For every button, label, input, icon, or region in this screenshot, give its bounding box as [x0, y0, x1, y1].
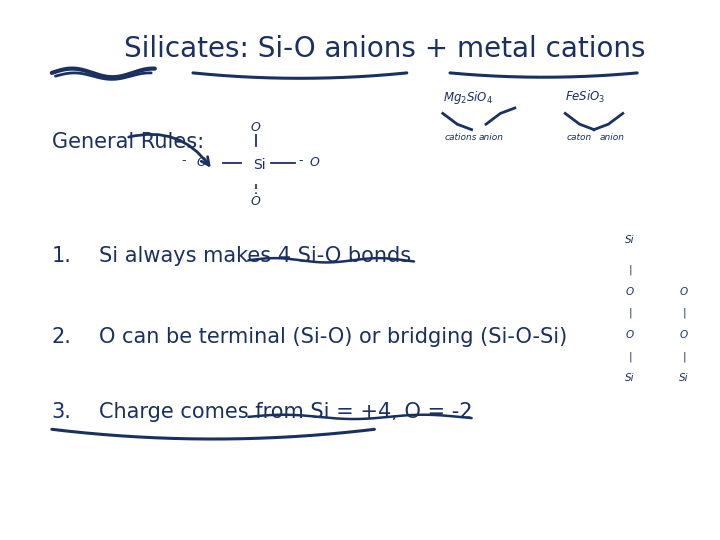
Text: -: - [181, 154, 186, 167]
Text: caton: caton [567, 133, 592, 142]
Text: O: O [626, 330, 634, 340]
Text: |: | [628, 308, 632, 319]
Text: O: O [251, 122, 261, 134]
Text: 3.: 3. [52, 402, 72, 422]
Text: |: | [682, 351, 686, 362]
Text: Si: Si [253, 158, 266, 172]
Text: |: | [628, 265, 632, 275]
Text: O: O [680, 287, 688, 296]
Text: Si always makes 4 Si-O bonds: Si always makes 4 Si-O bonds [99, 246, 412, 266]
Text: Charge comes from Si = +4, O = -2: Charge comes from Si = +4, O = -2 [99, 402, 473, 422]
Text: cations: cations [445, 133, 477, 142]
Text: Silicates: Si-O anions + metal cations: Silicates: Si-O anions + metal cations [125, 35, 646, 63]
Text: Si: Si [625, 373, 635, 383]
Text: 2.: 2. [52, 327, 72, 347]
Text: |: | [628, 351, 632, 362]
Text: 1.: 1. [52, 246, 72, 266]
Text: O: O [680, 330, 688, 340]
Text: O: O [626, 287, 634, 296]
Text: O can be terminal (Si-O) or bridging (Si-O-Si): O can be terminal (Si-O) or bridging (Si… [99, 327, 567, 347]
Text: |: | [682, 308, 686, 319]
Text: Si: Si [625, 235, 635, 245]
Text: O: O [251, 195, 261, 208]
Text: O: O [310, 156, 320, 168]
Text: O: O [197, 156, 207, 168]
Text: -: - [298, 154, 302, 167]
Text: anion: anion [479, 133, 504, 142]
Text: anion: anion [600, 133, 625, 142]
Text: General Rules:: General Rules: [52, 132, 204, 152]
Text: $FeSiO_3$: $FeSiO_3$ [565, 89, 606, 105]
Text: $Mg_2SiO_4$: $Mg_2SiO_4$ [443, 89, 492, 106]
Text: Si: Si [679, 373, 689, 383]
